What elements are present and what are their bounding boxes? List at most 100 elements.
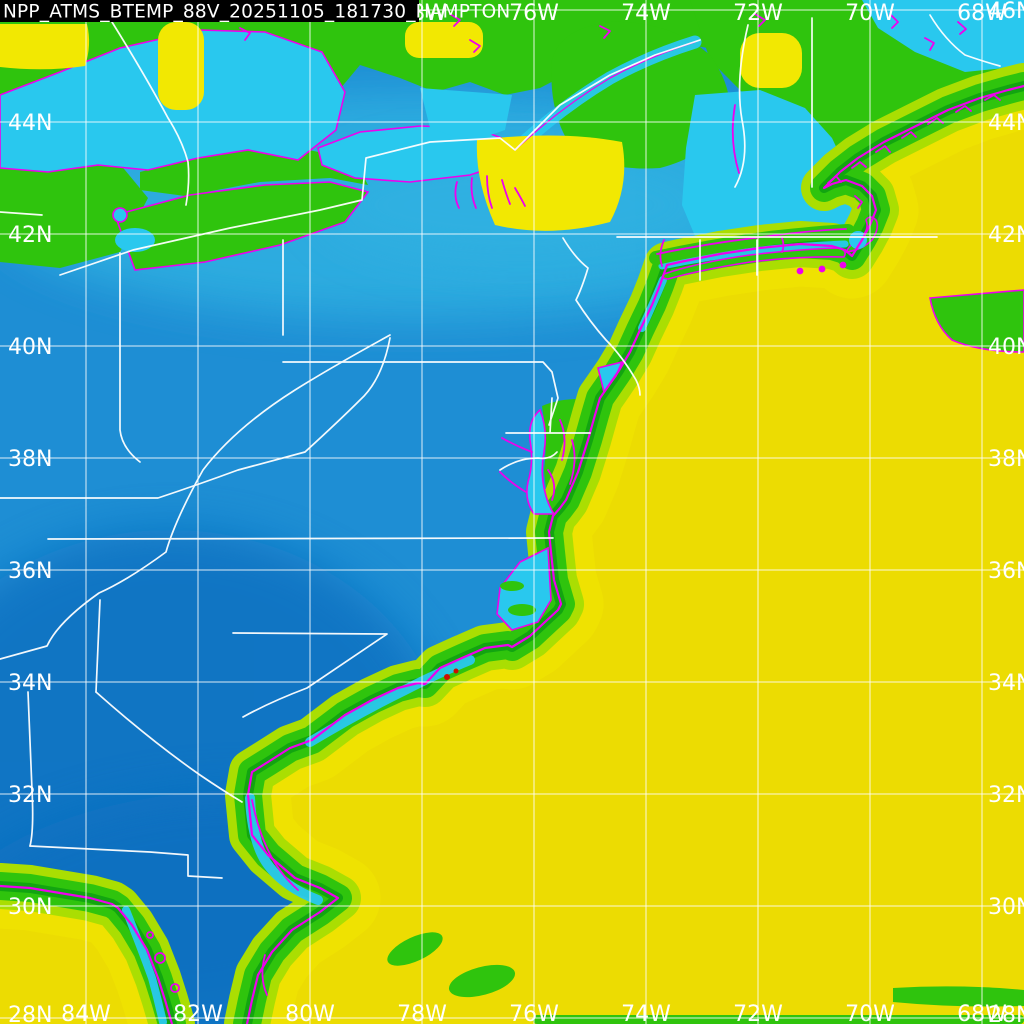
warm-patch-michigan	[158, 22, 204, 110]
product-title: NPP_ATMS_BTEMP_88V_20251105_181730_HAMPT…	[3, 2, 510, 23]
lat-label-right-32N: 32N	[988, 783, 1024, 808]
finger-lake-2	[470, 177, 477, 209]
lon-label-top-72W: 72W	[733, 1, 783, 26]
border-ohio-indiana	[119, 252, 141, 463]
lat-label-left-36N: 36N	[8, 559, 52, 584]
island-dot-2	[818, 265, 826, 273]
lat-label-left-38N: 38N	[8, 447, 52, 472]
cape-cod-bay-cyan	[849, 231, 867, 249]
lat-label-right-38N: 38N	[988, 447, 1024, 472]
lon-label-bottom-72W: 72W	[733, 1002, 783, 1024]
bottom-edge-green-strip	[533, 1015, 1024, 1024]
james-river	[499, 471, 527, 493]
border-georgia-southcarolina	[95, 691, 243, 803]
lat-label-right-34N: 34N	[988, 671, 1024, 696]
narragansett-bay	[781, 237, 785, 253]
offshore-green-blob-2	[448, 964, 516, 998]
florida-lake-ring-2	[170, 983, 180, 993]
lat-label-left-40N: 40N	[8, 335, 52, 360]
connecticut-coastline	[656, 228, 847, 255]
lat-label-left-42N: 42N	[8, 223, 52, 248]
michigan-green	[0, 140, 148, 268]
border-virginia-north-carolina	[47, 537, 554, 540]
ottawa-squiggle	[469, 39, 481, 53]
border-michigan-ohio	[0, 211, 43, 216]
lat-label-left-28N: 28N	[8, 1003, 52, 1024]
georgia-sea-islands	[251, 799, 299, 891]
lon-label-bottom-68W: 68W	[957, 1002, 1007, 1024]
lon-label-top-70W: 70W	[845, 1, 895, 26]
champlain-shore	[731, 104, 740, 174]
boston-harbor-squiggle	[854, 195, 863, 209]
finger-lake-5	[514, 187, 526, 207]
island-dot-3	[839, 261, 847, 269]
lat-label-right-40N: 40N	[988, 335, 1024, 360]
border-carolinas	[232, 632, 388, 718]
sound-islet-1	[500, 581, 524, 591]
border-michigan-huron	[111, 21, 190, 206]
fundy-squiggle-3	[957, 21, 967, 35]
lon-label-top-74W: 74W	[621, 1, 671, 26]
indian-river-lagoon	[261, 954, 268, 996]
border-georgia-florida	[29, 845, 223, 879]
sound-islet-2	[508, 604, 536, 616]
lat-label-left-32N: 32N	[8, 783, 52, 808]
long-island	[661, 247, 846, 280]
georgia-nearshore-cyan	[245, 793, 323, 905]
title-bar: NPP_ATMS_BTEMP_88V_20251105_181730_HAMPT…	[0, 0, 510, 23]
finger-lake-4	[501, 179, 511, 205]
warm-patches-layer	[0, 22, 802, 231]
lake-erie-west-cyan	[115, 228, 155, 252]
lon-label-bottom-70W: 70W	[845, 1002, 895, 1024]
maine-coast-squiggle-7	[984, 94, 1001, 101]
lat-label-right-30N: 30N	[988, 895, 1024, 920]
finger-lake-3	[486, 175, 493, 209]
lon-label-bottom-80W: 80W	[285, 1002, 335, 1024]
warm-patch-ontario-s	[476, 135, 625, 231]
lon-label-top-76W: 76W	[509, 1, 559, 26]
lon-label-bottom-82W: 82W	[173, 1002, 223, 1024]
warm-patch-nw	[0, 24, 90, 70]
southern-ontario-green	[140, 148, 368, 196]
lat-label-right-28N: 28N	[988, 1003, 1024, 1024]
lat-label-right-42N: 42N	[988, 223, 1024, 248]
adirondack-green	[551, 21, 730, 169]
title-background	[0, 0, 419, 22]
lake-st-clair	[112, 207, 128, 223]
delmarva-squiggles	[547, 419, 576, 501]
maine-coast-squiggle-4	[901, 131, 917, 139]
st-lawrence-valley-cyan	[420, 88, 512, 142]
fundy-squiggle-1	[889, 13, 899, 29]
border-alabama-georgia	[27, 599, 101, 847]
florida-lake-ring-3	[146, 931, 154, 939]
border-maine-newbrunswick	[929, 14, 1001, 67]
offshore-green-blob-1	[387, 932, 443, 966]
lat-label-left-34N: 34N	[8, 671, 52, 696]
finger-lake-1	[454, 181, 460, 209]
warm-patch-ontario-n	[405, 22, 483, 58]
border-canada-lakes	[59, 39, 701, 276]
canada-shore-squiggle-2	[449, 13, 461, 27]
maine-coast-squiggle-1	[827, 175, 842, 184]
border-southern-new-england	[616, 236, 938, 281]
lon-label-bottom-74W: 74W	[621, 1002, 671, 1024]
hotspot-dot-2	[453, 668, 459, 674]
border-ohio-river	[0, 334, 391, 660]
maine-coast-squiggle-2	[851, 161, 867, 169]
bay-of-fundy-cyan	[862, 0, 1024, 72]
borders-layer	[0, 14, 1001, 879]
border-newhampshire-maine	[734, 24, 749, 188]
canada-shore-squiggle-1	[239, 27, 251, 41]
florida-lake-ring-1	[154, 952, 166, 964]
maine-coast-squiggle-6	[955, 105, 972, 113]
hotspot-dot-1	[444, 674, 450, 680]
border-mason-dixon-delaware	[282, 361, 591, 434]
lon-label-bottom-84W: 84W	[61, 1002, 111, 1024]
lat-label-left-30N: 30N	[8, 895, 52, 920]
lon-label-bottom-78W: 78W	[397, 1002, 447, 1024]
fundy-squiggle-2	[924, 37, 935, 51]
lon-label-top-68W: 68W	[957, 1, 1007, 26]
bahama-bank-green	[893, 986, 1024, 1007]
